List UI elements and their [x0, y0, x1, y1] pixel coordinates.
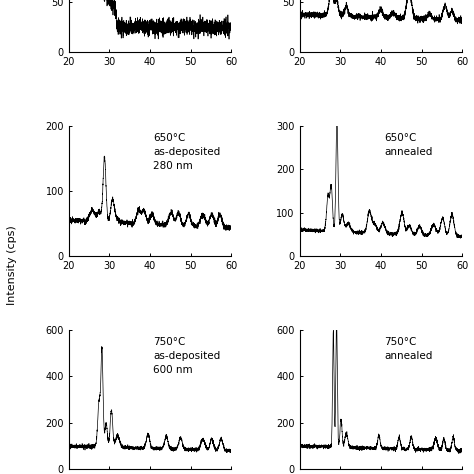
Text: 750°C
annealed: 750°C annealed [384, 337, 432, 361]
Text: Intensity (cps): Intensity (cps) [7, 226, 17, 305]
Text: 650°C
as-deposited
280 nm: 650°C as-deposited 280 nm [153, 133, 220, 171]
Text: 750°C
as-deposited
600 nm: 750°C as-deposited 600 nm [153, 337, 220, 374]
Text: 650°C
annealed: 650°C annealed [384, 133, 432, 156]
